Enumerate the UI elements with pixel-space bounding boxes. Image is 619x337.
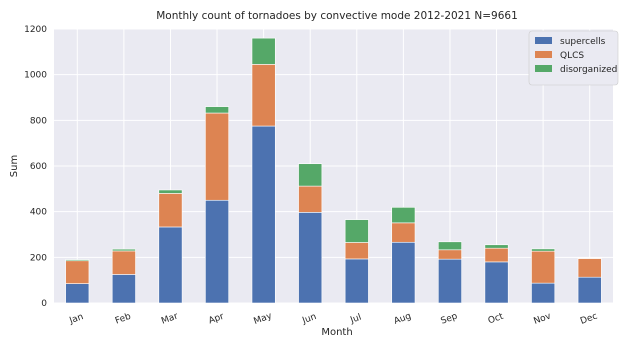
x-tick-label-jul: Jul: [348, 313, 363, 326]
y-axis-label: Sum: [9, 155, 20, 177]
bar-disorganized-oct: [484, 244, 509, 249]
x-axis-label: Month: [321, 327, 352, 337]
x-tick-label-mar: Mar: [160, 311, 180, 326]
bar-supercells-aug: [391, 241, 416, 304]
bar-supercells-apr: [205, 199, 229, 304]
bar-supercells-jul: [344, 258, 369, 304]
bar-QLCS-jul: [344, 242, 369, 260]
legend-label-QLCS: QLCS: [560, 51, 584, 61]
legend: supercells QLCS disorganized: [528, 30, 619, 86]
bar-QLCS-mar: [158, 193, 183, 228]
x-tick-label-jan: Jan: [67, 312, 84, 326]
y-tick-labels: 0 200 400 600 800 1000 1200: [24, 25, 47, 309]
bar-disorganized-aug: [391, 207, 416, 224]
bar-QLCS-feb: [111, 250, 136, 275]
y-tick-label-3: 600: [30, 162, 47, 172]
bar-QLCS-sep: [438, 249, 462, 260]
legend-swatch-disorganized: [535, 65, 552, 72]
x-tick-label-sep: Sep: [440, 311, 460, 326]
x-tick-label-oct: Oct: [487, 312, 505, 327]
y-tick-label-2: 400: [30, 208, 47, 218]
bar-supercells-jun: [298, 212, 323, 304]
bar-supercells-sep: [438, 258, 462, 304]
legend-swatch-supercells: [535, 37, 552, 44]
bar-supercells-feb: [111, 274, 136, 304]
y-tick-label-6: 1200: [24, 25, 47, 35]
bar-QLCS-nov: [531, 250, 556, 284]
bar-disorganized-jul: [344, 219, 369, 243]
y-tick-label-5: 1000: [24, 71, 47, 81]
x-tick-label-may: May: [252, 311, 274, 327]
bar-QLCS-jun: [298, 185, 323, 213]
bar-QLCS-may: [251, 64, 276, 127]
bar-supercells-oct: [484, 261, 509, 304]
x-tick-label-nov: Nov: [532, 311, 553, 327]
bar-supercells-nov: [531, 282, 556, 304]
bar-disorganized-feb: [111, 248, 136, 252]
bar-QLCS-dec: [577, 258, 602, 278]
bar-QLCS-jan: [65, 260, 90, 284]
x-tick-label-feb: Feb: [114, 312, 133, 327]
bar-disorganized-nov: [531, 248, 556, 252]
x-tick-label-dec: Dec: [579, 311, 599, 326]
legend-label-disorganized: disorganized: [560, 65, 617, 75]
x-tick-label-apr: Apr: [207, 312, 225, 327]
bar-QLCS-aug: [391, 222, 416, 243]
bar-supercells-jan: [65, 283, 90, 304]
bar-disorganized-jun: [298, 163, 323, 187]
bar-disorganized-sep: [438, 241, 462, 251]
x-tick-label-aug: Aug: [393, 311, 413, 326]
legend-swatch-QLCS: [535, 51, 552, 58]
bar-QLCS-apr: [205, 112, 229, 201]
bar-supercells-mar: [158, 226, 183, 304]
legend-label-supercells: supercells: [560, 37, 606, 47]
y-tick-label-1: 200: [30, 253, 47, 263]
bar-disorganized-jan: [65, 259, 90, 262]
x-tick-labels: Jan Feb Mar Apr May Jun Jul Aug Sep Oct Nov Dec: [67, 311, 599, 327]
chart-title: Monthly count of tornadoes by convective…: [156, 10, 518, 22]
bar-disorganized-may: [251, 37, 276, 65]
y-tick-label-0: 0: [41, 299, 47, 309]
x-tick-label-jun: Jun: [300, 312, 318, 327]
bar-disorganized-mar: [158, 189, 183, 194]
bars: [65, 37, 602, 304]
bar-disorganized-apr: [205, 106, 229, 114]
bar-supercells-dec: [577, 276, 602, 304]
bar-QLCS-oct: [484, 247, 509, 263]
bar-supercells-may: [251, 125, 276, 304]
y-tick-label-4: 800: [30, 116, 47, 126]
